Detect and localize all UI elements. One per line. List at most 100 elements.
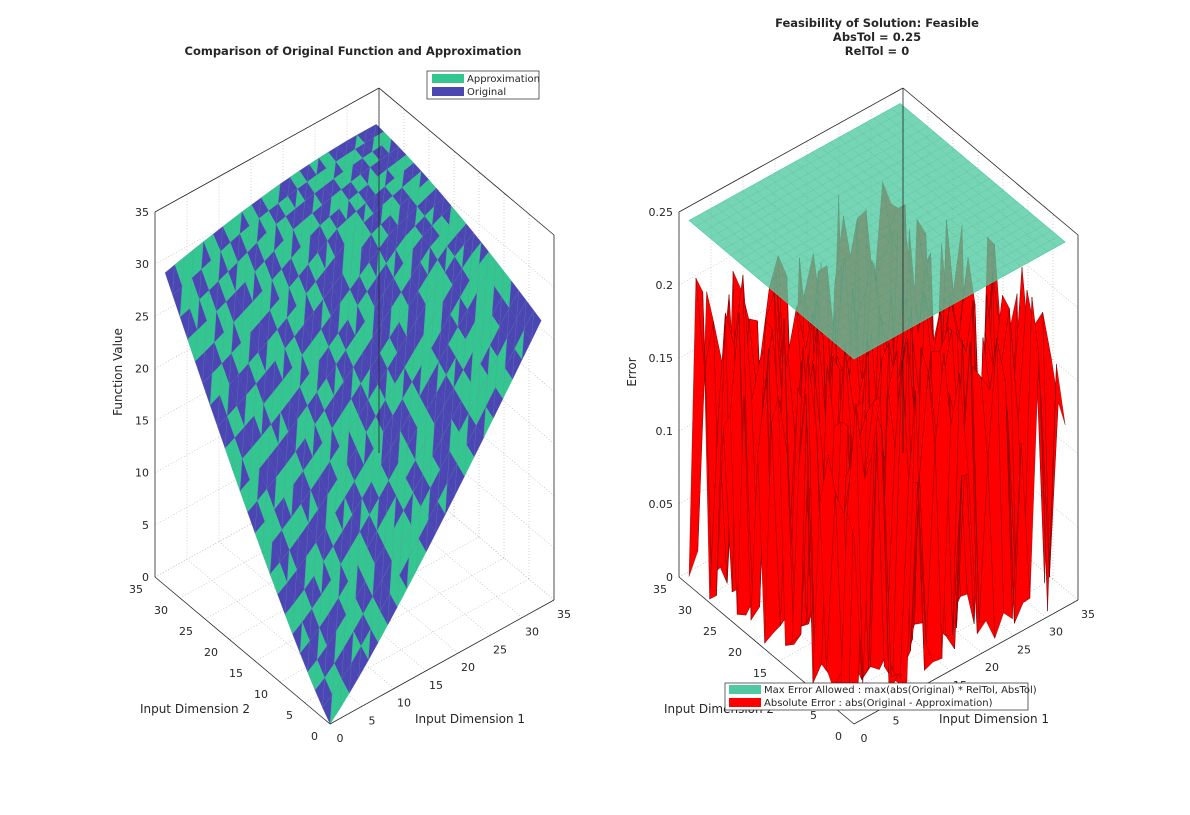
y-tick-label: 0 bbox=[311, 730, 318, 743]
left-legend-swatch-original bbox=[432, 87, 464, 96]
y-tick-label: 10 bbox=[254, 688, 268, 701]
z-tick-label: 35 bbox=[135, 206, 149, 219]
grid-line bbox=[254, 536, 480, 662]
y-tick-label: 15 bbox=[229, 667, 243, 680]
tolerance-plane-gridline bbox=[882, 113, 1048, 252]
tolerance-plane-gridline bbox=[891, 108, 1057, 248]
axis-edge bbox=[154, 576, 331, 725]
x-tick-label: 35 bbox=[557, 608, 571, 621]
right-legend: Max Error Allowed : max(abs(Original) * … bbox=[724, 682, 1037, 711]
left-legend-swatch-approximation bbox=[432, 74, 464, 83]
z-tick-label: 0.25 bbox=[649, 206, 674, 219]
right-surface bbox=[688, 103, 1066, 705]
x-tick-label: 10 bbox=[397, 697, 411, 710]
grid-line bbox=[378, 139, 555, 288]
surface-facet bbox=[269, 562, 280, 595]
z-tick-label: 15 bbox=[135, 415, 149, 428]
right-chart-title-line-2: AbsTol = 0.25 bbox=[833, 30, 921, 44]
y-tick-label: 25 bbox=[179, 625, 193, 638]
surface-facet bbox=[194, 351, 205, 384]
left-axes: 0 5 10 15 20 25 30 35 0 5 10 15 20 25 30 35 0 5 10 15 20 25… bbox=[111, 44, 571, 745]
surface-facet bbox=[277, 582, 288, 615]
axis-edge bbox=[902, 87, 1079, 236]
x-tick-label: 5 bbox=[369, 714, 376, 727]
surface-facet bbox=[172, 286, 183, 318]
left-y-axis-label: Input Dimension 2 bbox=[140, 702, 250, 716]
tolerance-plane-gridline bbox=[702, 114, 915, 233]
y-tick-label: 5 bbox=[286, 709, 293, 722]
right-chart-title-line-3: RelTol = 0 bbox=[845, 44, 909, 58]
tolerance-plane-gridline bbox=[695, 109, 908, 227]
surface-facet bbox=[187, 329, 198, 362]
left-legend-label-original: Original bbox=[467, 87, 506, 98]
z-tick-label: 10 bbox=[135, 467, 149, 480]
right-legend-box bbox=[724, 682, 1029, 711]
left-x-tick-labels: 0 5 10 15 20 25 30 35 bbox=[337, 608, 572, 745]
surface-facet bbox=[224, 437, 235, 470]
y-tick-label: 20 bbox=[728, 646, 742, 659]
z-tick-label: 30 bbox=[135, 258, 149, 271]
surface-facet bbox=[217, 416, 228, 449]
axis-edge bbox=[378, 87, 555, 236]
x-tick-label: 20 bbox=[461, 661, 475, 674]
right-z-tick-labels: 0 0.05 0.1 0.15 0.2 0.25 bbox=[649, 206, 674, 584]
surface-facet bbox=[284, 602, 295, 635]
left-z-axis-label: Function Value bbox=[111, 328, 125, 416]
right-z-axis-label: Error bbox=[625, 357, 639, 386]
surface-facet bbox=[179, 308, 190, 340]
error-surface-facet bbox=[846, 403, 863, 687]
tolerance-plane-gridline bbox=[873, 117, 1039, 257]
y-tick-label: 25 bbox=[703, 625, 717, 638]
tolerance-plane-gridline bbox=[709, 120, 921, 238]
surface-facet bbox=[322, 694, 333, 725]
left-axes-edges bbox=[154, 87, 555, 725]
tolerance-plane-gridline bbox=[716, 126, 928, 244]
x-tick-label: 0 bbox=[861, 732, 868, 745]
surface-facet bbox=[292, 621, 303, 654]
x-tick-label: 25 bbox=[1017, 643, 1031, 656]
grid-line bbox=[378, 452, 555, 601]
left-chart-title: Comparison of Original Function and Appr… bbox=[185, 44, 522, 58]
right-x-axis-label: Input Dimension 1 bbox=[939, 712, 1049, 726]
z-tick-label: 0 bbox=[142, 571, 149, 584]
surface-facet bbox=[254, 521, 265, 554]
surface-facet bbox=[247, 500, 258, 534]
grid-line bbox=[378, 400, 555, 549]
axis-edge bbox=[329, 599, 555, 725]
left-y-tick-labels: 0 5 10 15 20 25 30 35 bbox=[129, 583, 318, 743]
x-tick-label: 30 bbox=[1049, 626, 1063, 639]
z-tick-label: 0.2 bbox=[656, 279, 674, 292]
x-tick-label: 5 bbox=[893, 714, 900, 727]
x-tick-label: 0 bbox=[337, 732, 344, 745]
x-tick-label: 30 bbox=[525, 626, 539, 639]
right-legend-label-absolute-error: Absolute Error : abs(Original - Approxim… bbox=[764, 698, 993, 709]
z-tick-label: 20 bbox=[135, 362, 149, 375]
y-tick-label: 30 bbox=[678, 604, 692, 617]
surface-facet bbox=[202, 373, 213, 406]
surface-facet bbox=[164, 264, 175, 296]
right-legend-swatch-absolute-error bbox=[729, 698, 761, 707]
grid-line bbox=[346, 470, 523, 618]
surface-facet bbox=[262, 541, 273, 575]
left-x-axis-label: Input Dimension 1 bbox=[415, 712, 525, 726]
z-tick-label: 0.05 bbox=[649, 498, 674, 511]
y-tick-label: 0 bbox=[835, 730, 842, 743]
left-surface bbox=[164, 123, 542, 725]
surface-facet bbox=[232, 458, 243, 492]
grid-line bbox=[186, 559, 363, 707]
x-tick-label: 15 bbox=[429, 679, 443, 692]
y-tick-label: 15 bbox=[753, 667, 767, 680]
z-tick-label: 25 bbox=[135, 310, 149, 323]
surface-facet bbox=[299, 640, 310, 673]
z-tick-label: 5 bbox=[142, 519, 149, 532]
z-tick-label: 0.15 bbox=[649, 352, 674, 365]
axis-edge bbox=[154, 87, 380, 213]
x-tick-label: 20 bbox=[985, 661, 999, 674]
left-legend-label-approximation: Approximation bbox=[467, 74, 540, 85]
left-z-tick-labels: 0 5 10 15 20 25 30 35 bbox=[135, 206, 149, 584]
y-tick-label: 35 bbox=[129, 583, 143, 596]
y-tick-label: 20 bbox=[204, 646, 218, 659]
x-tick-label: 25 bbox=[493, 643, 507, 656]
